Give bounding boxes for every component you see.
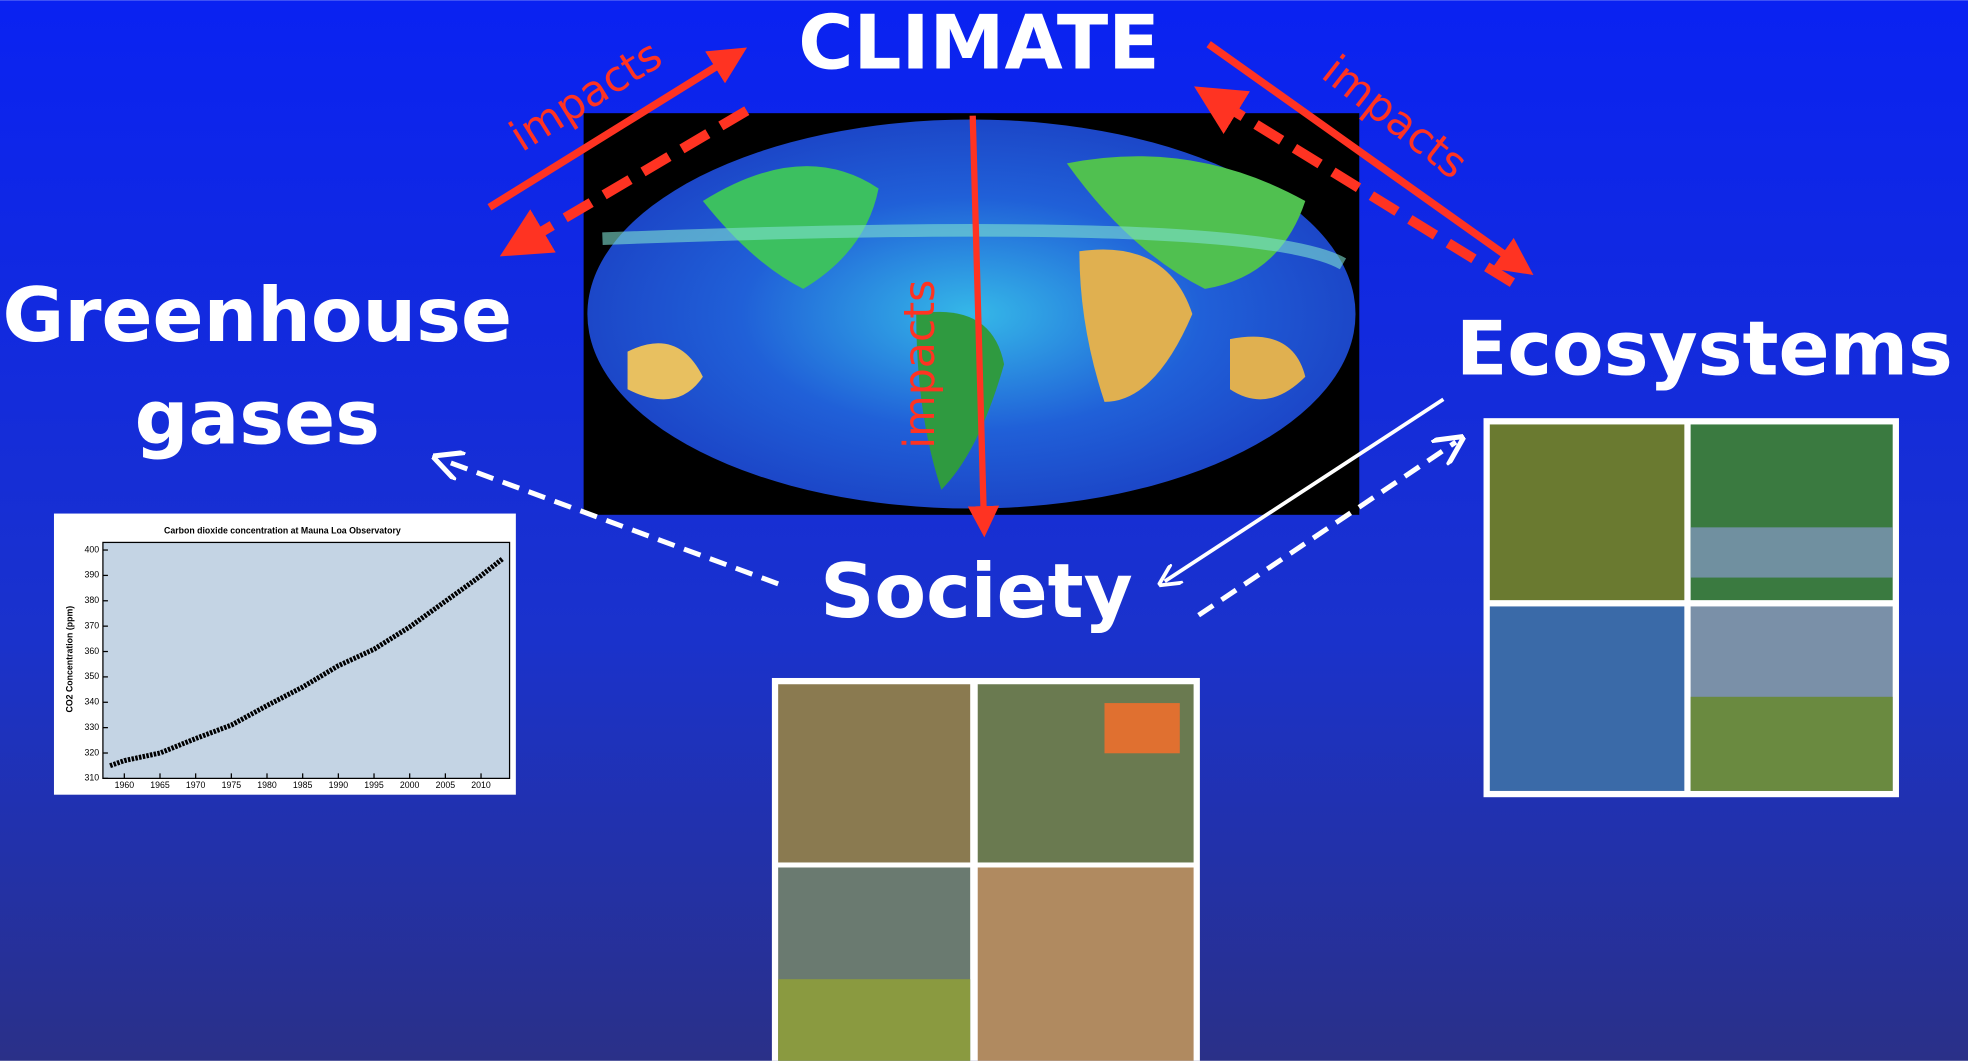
x-tick-label: 2010 [471, 780, 491, 790]
x-tick-label: 1995 [364, 780, 384, 790]
arrows [442, 41, 1534, 618]
node-label: Greenhouse [3, 271, 513, 359]
co2-chart: Carbon dioxide concentration at Mauna Lo… [53, 513, 516, 795]
x-tick-label: 1980 [257, 780, 277, 790]
y-tick-label: 310 [85, 773, 100, 783]
x-tick-label: 1965 [150, 780, 170, 790]
y-tick-label: 380 [85, 595, 100, 605]
x-tick-label: 1960 [115, 780, 135, 790]
globe-image [583, 113, 1360, 515]
x-tick-label: 1970 [186, 780, 206, 790]
x-tick-label: 2005 [436, 780, 456, 790]
y-tick-label: 390 [85, 570, 100, 580]
node-label: Ecosystems [1456, 305, 1953, 393]
x-tick-label: 1990 [329, 780, 349, 790]
y-tick-label: 330 [85, 722, 100, 732]
y-tick-label: 350 [85, 671, 100, 681]
y-tick-label: 360 [85, 646, 100, 656]
y-tick-label: 320 [85, 747, 100, 757]
plot-area [102, 541, 511, 780]
node-label: Society [820, 547, 1133, 635]
node-label: CLIMATE [798, 0, 1159, 86]
node-label: gases [135, 374, 380, 462]
y-tick-label: 370 [85, 620, 100, 630]
co2-line [109, 556, 504, 769]
y-tick-label: 340 [85, 697, 100, 707]
x-tick-label: 1985 [293, 780, 313, 790]
edge-label: impacts [895, 280, 945, 449]
society-photos [771, 677, 1200, 1061]
x-tick-label: 1975 [222, 780, 242, 790]
chart-title: Carbon dioxide concentration at Mauna Lo… [164, 525, 401, 535]
y-axis-label: CO2 Concentration (ppm) [65, 606, 75, 713]
ecosystem-photos [1483, 418, 1899, 798]
y-tick-label: 400 [85, 544, 100, 554]
x-tick-label: 2000 [400, 780, 420, 790]
